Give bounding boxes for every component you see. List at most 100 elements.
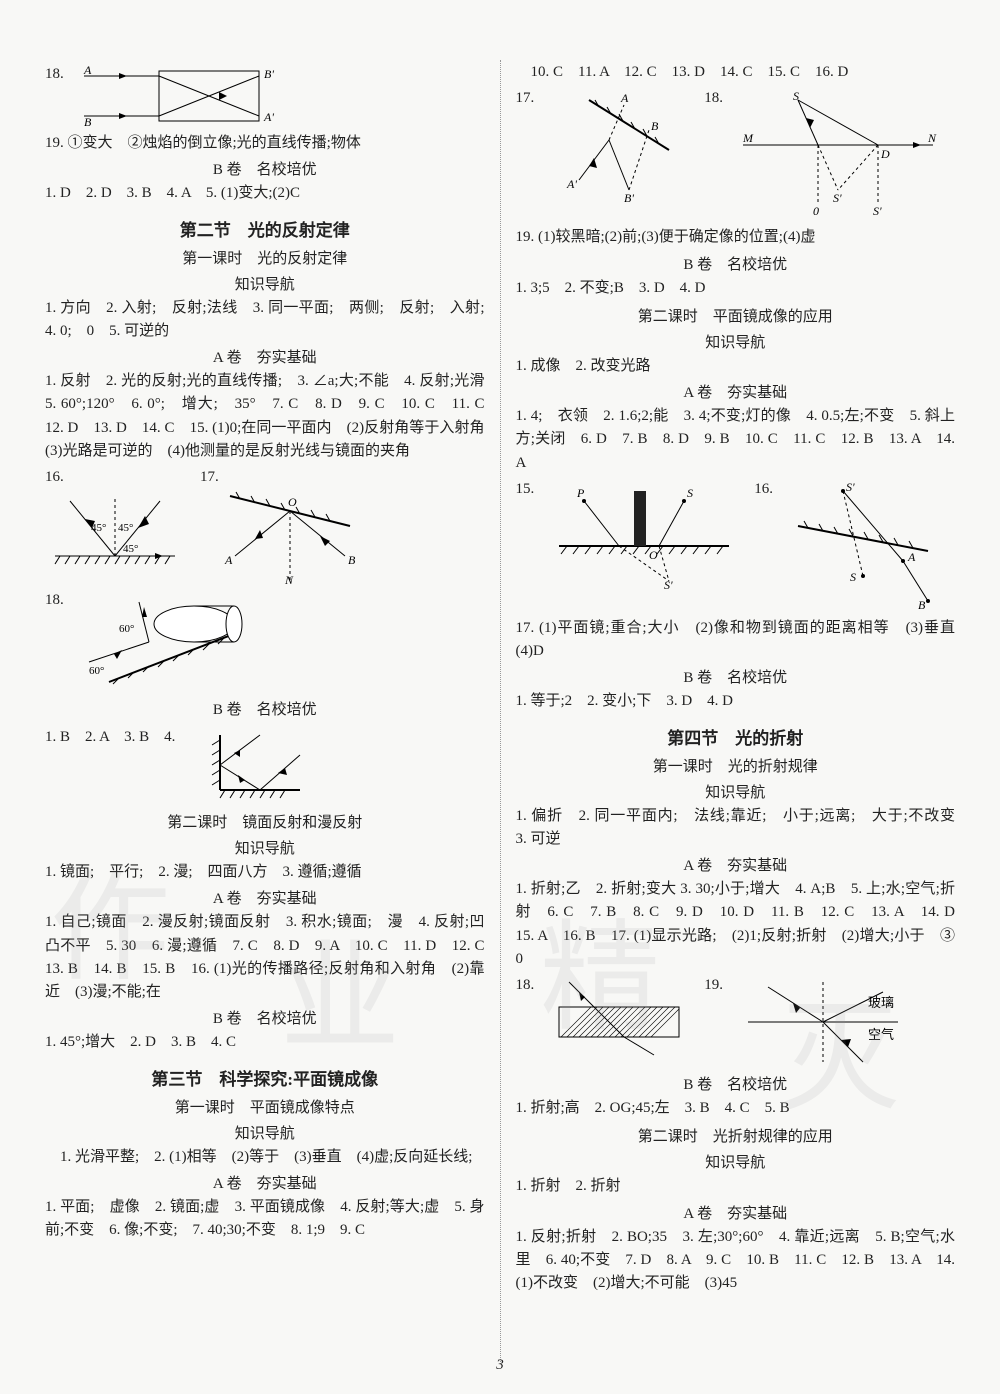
- b-juan-title-1: B 卷 名校培优: [45, 158, 485, 179]
- svg-text:A': A': [263, 110, 274, 124]
- svg-text:S': S': [833, 191, 842, 205]
- svg-text:45°: 45°: [118, 522, 133, 534]
- b-juan-row: 1. B 2. A 3. B 4.: [45, 725, 485, 805]
- block-mirror-ps-diagram: P S O S': [549, 481, 739, 591]
- svg-text:B: B: [918, 598, 926, 611]
- svg-text:D: D: [880, 147, 890, 161]
- glass-air-refraction-diagram: 玻璃 空气: [738, 977, 908, 1067]
- q17-label: 17.: [200, 469, 219, 485]
- r-answers-1: 10. C 11. A 12. C 13. D 14. C 15. C 16. …: [516, 61, 956, 84]
- sec2-p2-nav-title: 知识导航: [45, 837, 485, 858]
- sec3-p1-nav-title: 知识导航: [45, 1122, 485, 1143]
- diagram-q18b: 18. 60° 60°: [45, 592, 485, 692]
- sec2-p1-a: 1. 反射 2. 光的反射;光的直线传播; 3. ∠a;大;不能 4. 反射;光…: [45, 370, 485, 463]
- section-3-title: 第三节 科学探究:平面镜成像: [45, 1065, 485, 1090]
- r-q19: 19. (1)较黑暗;(2)前;(3)便于确定像的位置;(4)虚: [516, 226, 956, 249]
- b-juan-answers-1: 1. D 2. D 3. B 4. A 5. (1)变大;(2)C: [45, 182, 485, 205]
- page-content: 18. A B B' A' 19. ①变大 ②烛焰的倒立像;光的直线传播;物体 …: [30, 60, 970, 1364]
- sec4-p2-a: 1. 反射;折射 2. BO;35 3. 左;30°;60° 4. 靠近;远离 …: [516, 1226, 956, 1296]
- svg-text:S': S': [873, 204, 882, 218]
- svg-text:A: A: [907, 550, 916, 564]
- sec2-p1-nav-title: 知识导航: [45, 273, 485, 294]
- r-q17-ans: 17. (1)平面镜;重合;大小 (2)像和物到镜面的距离相等 (3)垂直 (4…: [516, 617, 956, 664]
- sec4-p2-title: 第二课时 光折射规律的应用: [516, 1125, 956, 1146]
- diagrams-16-17: 16. 45° 45° 45°: [45, 469, 485, 586]
- sec3-p2-b: 1. 等于;2 2. 变小;下 3. D 4. D: [516, 690, 956, 713]
- sec3-p1-nav: 1. 光滑平整; 2. (1)相等 (2)等于 (3)垂直 (4)虚;反向延长线…: [45, 1146, 485, 1169]
- sec2-p2-a: 1. 自己;镜面 2. 漫反射;镜面反射 3. 积水;镜面; 漫 4. 反射;凹…: [45, 911, 485, 1004]
- mnd-ray-diagram: S M N D 0 S' S': [738, 90, 938, 220]
- r-b1-title: B 卷 名校培优: [516, 253, 956, 274]
- sec2-p1-a-title: A 卷 夯实基础: [45, 346, 485, 367]
- cylinder-reflection-diagram: 60° 60°: [79, 592, 279, 692]
- svg-text:A: A: [83, 66, 92, 77]
- r-q18b-label: 18.: [516, 977, 535, 994]
- reflection-45-diagram: 45° 45° 45°: [45, 486, 185, 571]
- svg-text:O: O: [649, 548, 658, 562]
- sec2-p1-b-title: B 卷 名校培优: [45, 698, 485, 719]
- hatched-block-diagram: [549, 977, 689, 1057]
- svg-text:60°: 60°: [119, 623, 134, 635]
- corner-mirror-diagram: [190, 725, 310, 805]
- sec2-p1-title: 第一课时 光的反射定律: [45, 247, 485, 268]
- air-label: 空气: [868, 1027, 894, 1042]
- sec3-p2-nav: 1. 成像 2. 改变光路: [516, 355, 956, 378]
- sec3-p1-a-title: A 卷 夯实基础: [45, 1172, 485, 1193]
- svg-text:60°: 60°: [89, 665, 104, 677]
- sec3-p2-b-title: B 卷 名校培优: [516, 666, 956, 687]
- svg-text:S: S: [687, 486, 693, 500]
- svg-text:S': S': [664, 578, 673, 591]
- mirror-oab-diagram: O A B N: [200, 486, 360, 586]
- svg-text:45°: 45°: [123, 543, 138, 555]
- sec3-p2-a: 1. 4; 衣领 2. 1.6;2;能 3. 4;不变;灯的像 4. 0.5;左…: [516, 405, 956, 475]
- svg-text:A: A: [620, 91, 629, 105]
- svg-text:S: S: [850, 570, 856, 584]
- svg-text:A': A': [566, 177, 577, 191]
- q19-text: 19. ①变大 ②烛焰的倒立像;光的直线传播;物体: [45, 132, 485, 155]
- sec3-p1-a: 1. 平面; 虚像 2. 镜面;虚 3. 平面镜成像 4. 反射;等大;虚 5.…: [45, 1196, 485, 1243]
- sec2-p1-b: 1. B 2. A 3. B 4.: [45, 726, 175, 749]
- svg-text:P: P: [576, 486, 585, 500]
- section-2-title: 第二节 光的反射定律: [45, 216, 485, 241]
- sec4-p1-nav-title: 知识导航: [516, 781, 956, 802]
- sec2-p2-b: 1. 45°;增大 2. D 3. B 4. C: [45, 1031, 485, 1054]
- right-column: 10. C 11. A 12. C 13. D 14. C 15. C 16. …: [501, 60, 971, 1364]
- q18-label: 18.: [45, 66, 64, 83]
- sec4-p1-a-title: A 卷 夯实基础: [516, 854, 956, 875]
- svg-text:O: O: [288, 495, 297, 509]
- svg-text:M: M: [742, 131, 754, 145]
- q16-label: 16.: [45, 469, 64, 485]
- r-q16-label: 16.: [754, 481, 773, 498]
- sec4-p1-b: 1. 折射;高 2. OG;45;左 3. B 4. C 5. B: [516, 1097, 956, 1120]
- r-b1: 1. 3;5 2. 不变;B 3. D 4. D: [516, 277, 956, 300]
- svg-text:N: N: [927, 131, 937, 145]
- sec4-p2-a-title: A 卷 夯实基础: [516, 1202, 956, 1223]
- sec2-p1-nav: 1. 方向 2. 入射; 反射;法线 3. 同一平面; 两侧; 反射; 入射; …: [45, 297, 485, 344]
- svg-text:A: A: [224, 553, 233, 567]
- svg-text:B': B': [624, 191, 634, 205]
- diagram-q18-left-top: 18. A B B' A': [45, 66, 485, 126]
- q18b-label: 18.: [45, 592, 64, 609]
- ssab-diagram: S' S A B: [788, 481, 938, 611]
- sec4-p1-title: 第一课时 光的折射规律: [516, 755, 956, 776]
- r-q18-label: 18.: [704, 90, 723, 107]
- sec4-p1-a: 1. 折射;乙 2. 折射;变大 3. 30;小于;增大 4. A;B 5. 上…: [516, 878, 956, 971]
- glass-label: 玻璃: [868, 995, 894, 1010]
- r-q17-label: 17.: [516, 90, 535, 107]
- svg-text:B: B: [84, 115, 92, 126]
- sec3-p2-nav-title: 知识导航: [516, 331, 956, 352]
- sec3-p2-title: 第二课时 平面镜成像的应用: [516, 305, 956, 326]
- svg-text:S': S': [846, 481, 855, 494]
- svg-text:0: 0: [813, 204, 819, 218]
- section-4-title: 第四节 光的折射: [516, 724, 956, 749]
- sec2-p2-a-title: A 卷 夯实基础: [45, 887, 485, 908]
- sec4-p2-nav-title: 知识导航: [516, 1151, 956, 1172]
- svg-text:S: S: [793, 90, 799, 103]
- diagrams-r-15-16: 15. P S: [516, 481, 956, 611]
- diagrams-r-17-18: 17. A' B' A B 18.: [516, 90, 956, 220]
- ray-box-diagram: A B B' A': [79, 66, 279, 126]
- r-q19-label: 19.: [704, 977, 723, 994]
- svg-text:B: B: [651, 119, 659, 133]
- diagrams-r-18-19: 18. 19.: [516, 977, 956, 1067]
- svg-text:N: N: [284, 573, 294, 586]
